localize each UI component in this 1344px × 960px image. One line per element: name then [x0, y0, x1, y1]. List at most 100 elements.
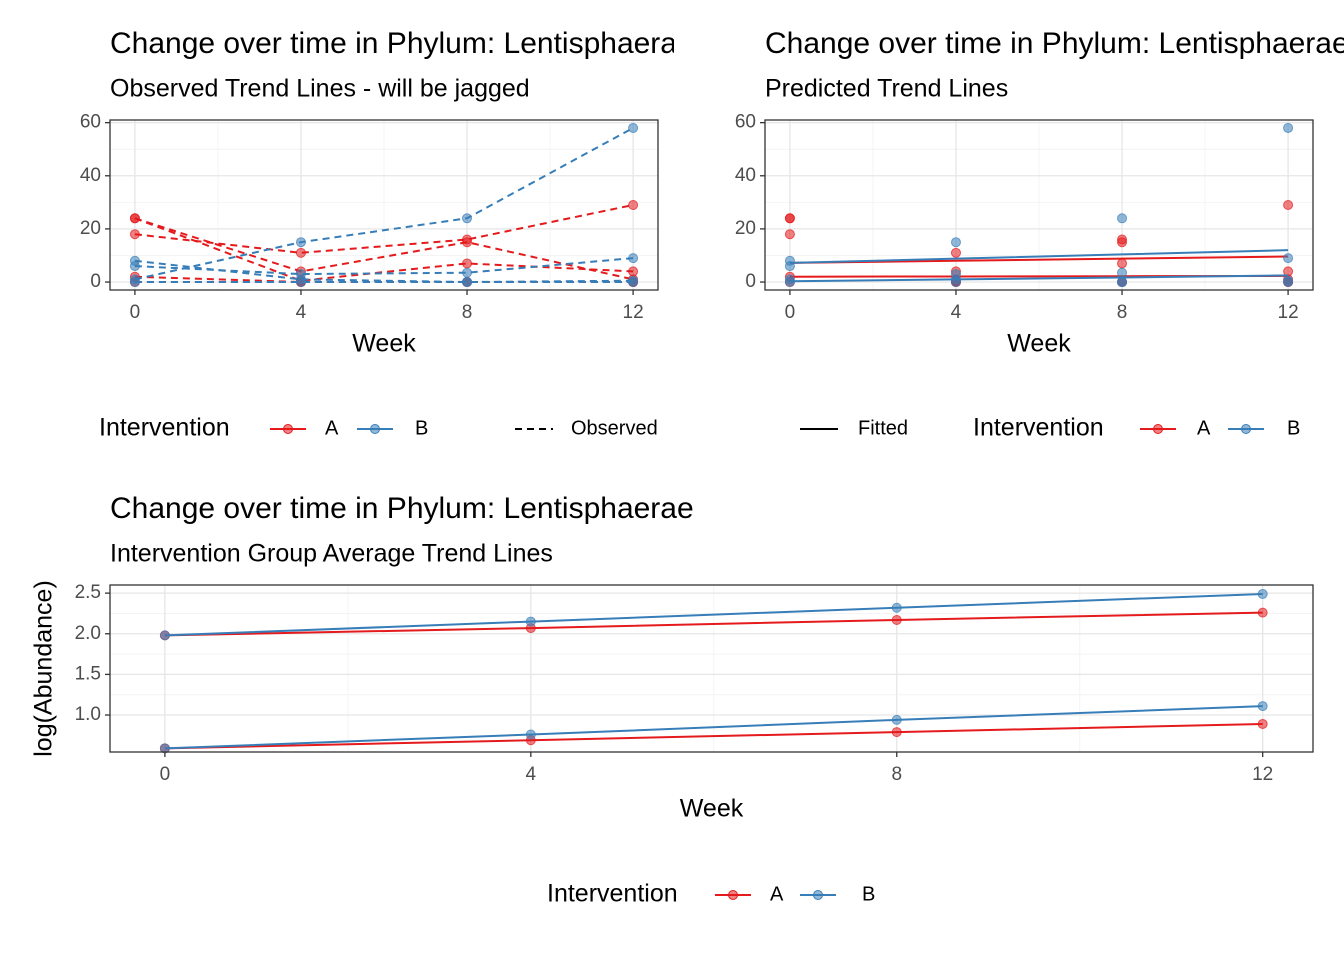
- trend-line: [164, 611, 1263, 637]
- trend-line: [789, 255, 1289, 264]
- x-tick-label: 8: [891, 764, 902, 785]
- data-point: [295, 277, 306, 288]
- data-point: [462, 237, 473, 248]
- data-point: [891, 714, 902, 725]
- trend-line: [164, 592, 1263, 637]
- plot-border: [109, 584, 1314, 753]
- legend-label: B: [862, 883, 875, 905]
- data-point: [784, 213, 795, 224]
- data-point: [1117, 277, 1128, 288]
- data-point: [628, 266, 639, 277]
- data-point: [462, 267, 473, 278]
- plot-border: [764, 119, 1314, 291]
- data-point: [295, 237, 306, 248]
- data-point: [1257, 588, 1268, 599]
- data-point: [950, 247, 961, 258]
- legend-label: A: [1197, 417, 1211, 439]
- chart-title: Change over time in Phylum: Lentisphaera…: [110, 27, 694, 60]
- legend-title: Intervention: [547, 880, 678, 908]
- data-point: [525, 729, 536, 740]
- legend-key-point: [1153, 424, 1163, 434]
- data-point: [1257, 718, 1268, 729]
- data-point: [462, 258, 473, 269]
- x-tick-label: 8: [462, 302, 473, 323]
- data-point: [628, 253, 639, 264]
- trend-line: [164, 705, 1263, 750]
- trend-line: [164, 722, 1263, 750]
- legend-key-point: [370, 424, 380, 434]
- data-point: [891, 614, 902, 625]
- y-tick-label: 60: [735, 112, 756, 133]
- x-tick-label: 0: [160, 764, 171, 785]
- data-point: [628, 122, 639, 133]
- y-tick-label: 2.5: [75, 582, 101, 603]
- chart-title: Change over time in Phylum: Lentisphaera…: [765, 27, 1344, 60]
- legend-key-point: [1241, 424, 1251, 434]
- data-point: [1117, 258, 1128, 269]
- y-tick-label: 20: [80, 218, 101, 239]
- y-tick-label: 0: [90, 271, 101, 292]
- data-point: [295, 247, 306, 258]
- data-point: [1257, 701, 1268, 712]
- data-point: [628, 200, 639, 210]
- trend-line: [134, 127, 634, 281]
- y-axis-title: log(Abundance): [30, 580, 58, 757]
- y-tick-label: 1.5: [75, 663, 101, 684]
- data-point: [129, 277, 140, 288]
- chart-subtitle: Observed Trend Lines - will be jagged: [110, 75, 530, 103]
- x-tick-label: 4: [526, 764, 537, 785]
- y-tick-label: 1.0: [75, 704, 101, 725]
- plot-background: [110, 585, 1313, 752]
- trend-line: [134, 217, 634, 281]
- data-point: [950, 237, 961, 248]
- x-tick-label: 4: [951, 302, 962, 323]
- chart-subtitle: Intervention Group Average Trend Lines: [110, 540, 553, 568]
- x-tick-label: 8: [1117, 302, 1128, 323]
- data-point: [891, 602, 902, 613]
- data-point: [1283, 200, 1294, 210]
- plot-border: [109, 119, 659, 291]
- x-tick-label: 0: [785, 302, 796, 323]
- trend-line: [789, 274, 1289, 283]
- x-tick-label: 4: [296, 302, 307, 323]
- data-point: [628, 277, 639, 288]
- y-tick-label: 60: [80, 112, 101, 133]
- y-tick-label: 40: [735, 165, 756, 186]
- legend-label: A: [325, 417, 339, 439]
- chart-subtitle: Predicted Trend Lines: [765, 75, 1008, 103]
- legend-label: Observed: [571, 417, 658, 439]
- legend-label: B: [1287, 417, 1300, 439]
- y-tick-label: 20: [735, 218, 756, 239]
- legend-key-point: [283, 424, 293, 434]
- data-point: [1117, 213, 1128, 224]
- legend-title: Intervention: [99, 414, 230, 442]
- legend-key-point: [813, 890, 823, 900]
- data-point: [891, 727, 902, 738]
- x-axis-title: Week: [352, 330, 416, 358]
- data-point: [462, 277, 473, 288]
- x-axis-title: Week: [1007, 330, 1071, 358]
- legend-key-point: [728, 890, 738, 900]
- y-tick-label: 40: [80, 165, 101, 186]
- data-point: [1117, 267, 1128, 278]
- data-point: [1283, 253, 1294, 264]
- y-tick-label: 2.0: [75, 623, 101, 644]
- data-point: [1283, 122, 1294, 133]
- chart-title: Change over time in Phylum: Lentisphaera…: [110, 492, 694, 525]
- legend-label: A: [770, 883, 784, 905]
- data-point: [1283, 277, 1294, 288]
- x-tick-label: 12: [1278, 302, 1299, 323]
- trend-line: [789, 249, 1289, 264]
- data-point: [1117, 237, 1128, 248]
- x-tick-label: 12: [623, 302, 644, 323]
- x-tick-label: 0: [130, 302, 141, 323]
- data-point: [129, 229, 140, 240]
- legend-label: B: [415, 417, 428, 439]
- data-point: [462, 213, 473, 224]
- data-point: [525, 616, 536, 627]
- data-point: [1257, 607, 1268, 618]
- data-point: [129, 261, 140, 272]
- x-axis-title: Week: [680, 795, 744, 823]
- data-point: [784, 229, 795, 240]
